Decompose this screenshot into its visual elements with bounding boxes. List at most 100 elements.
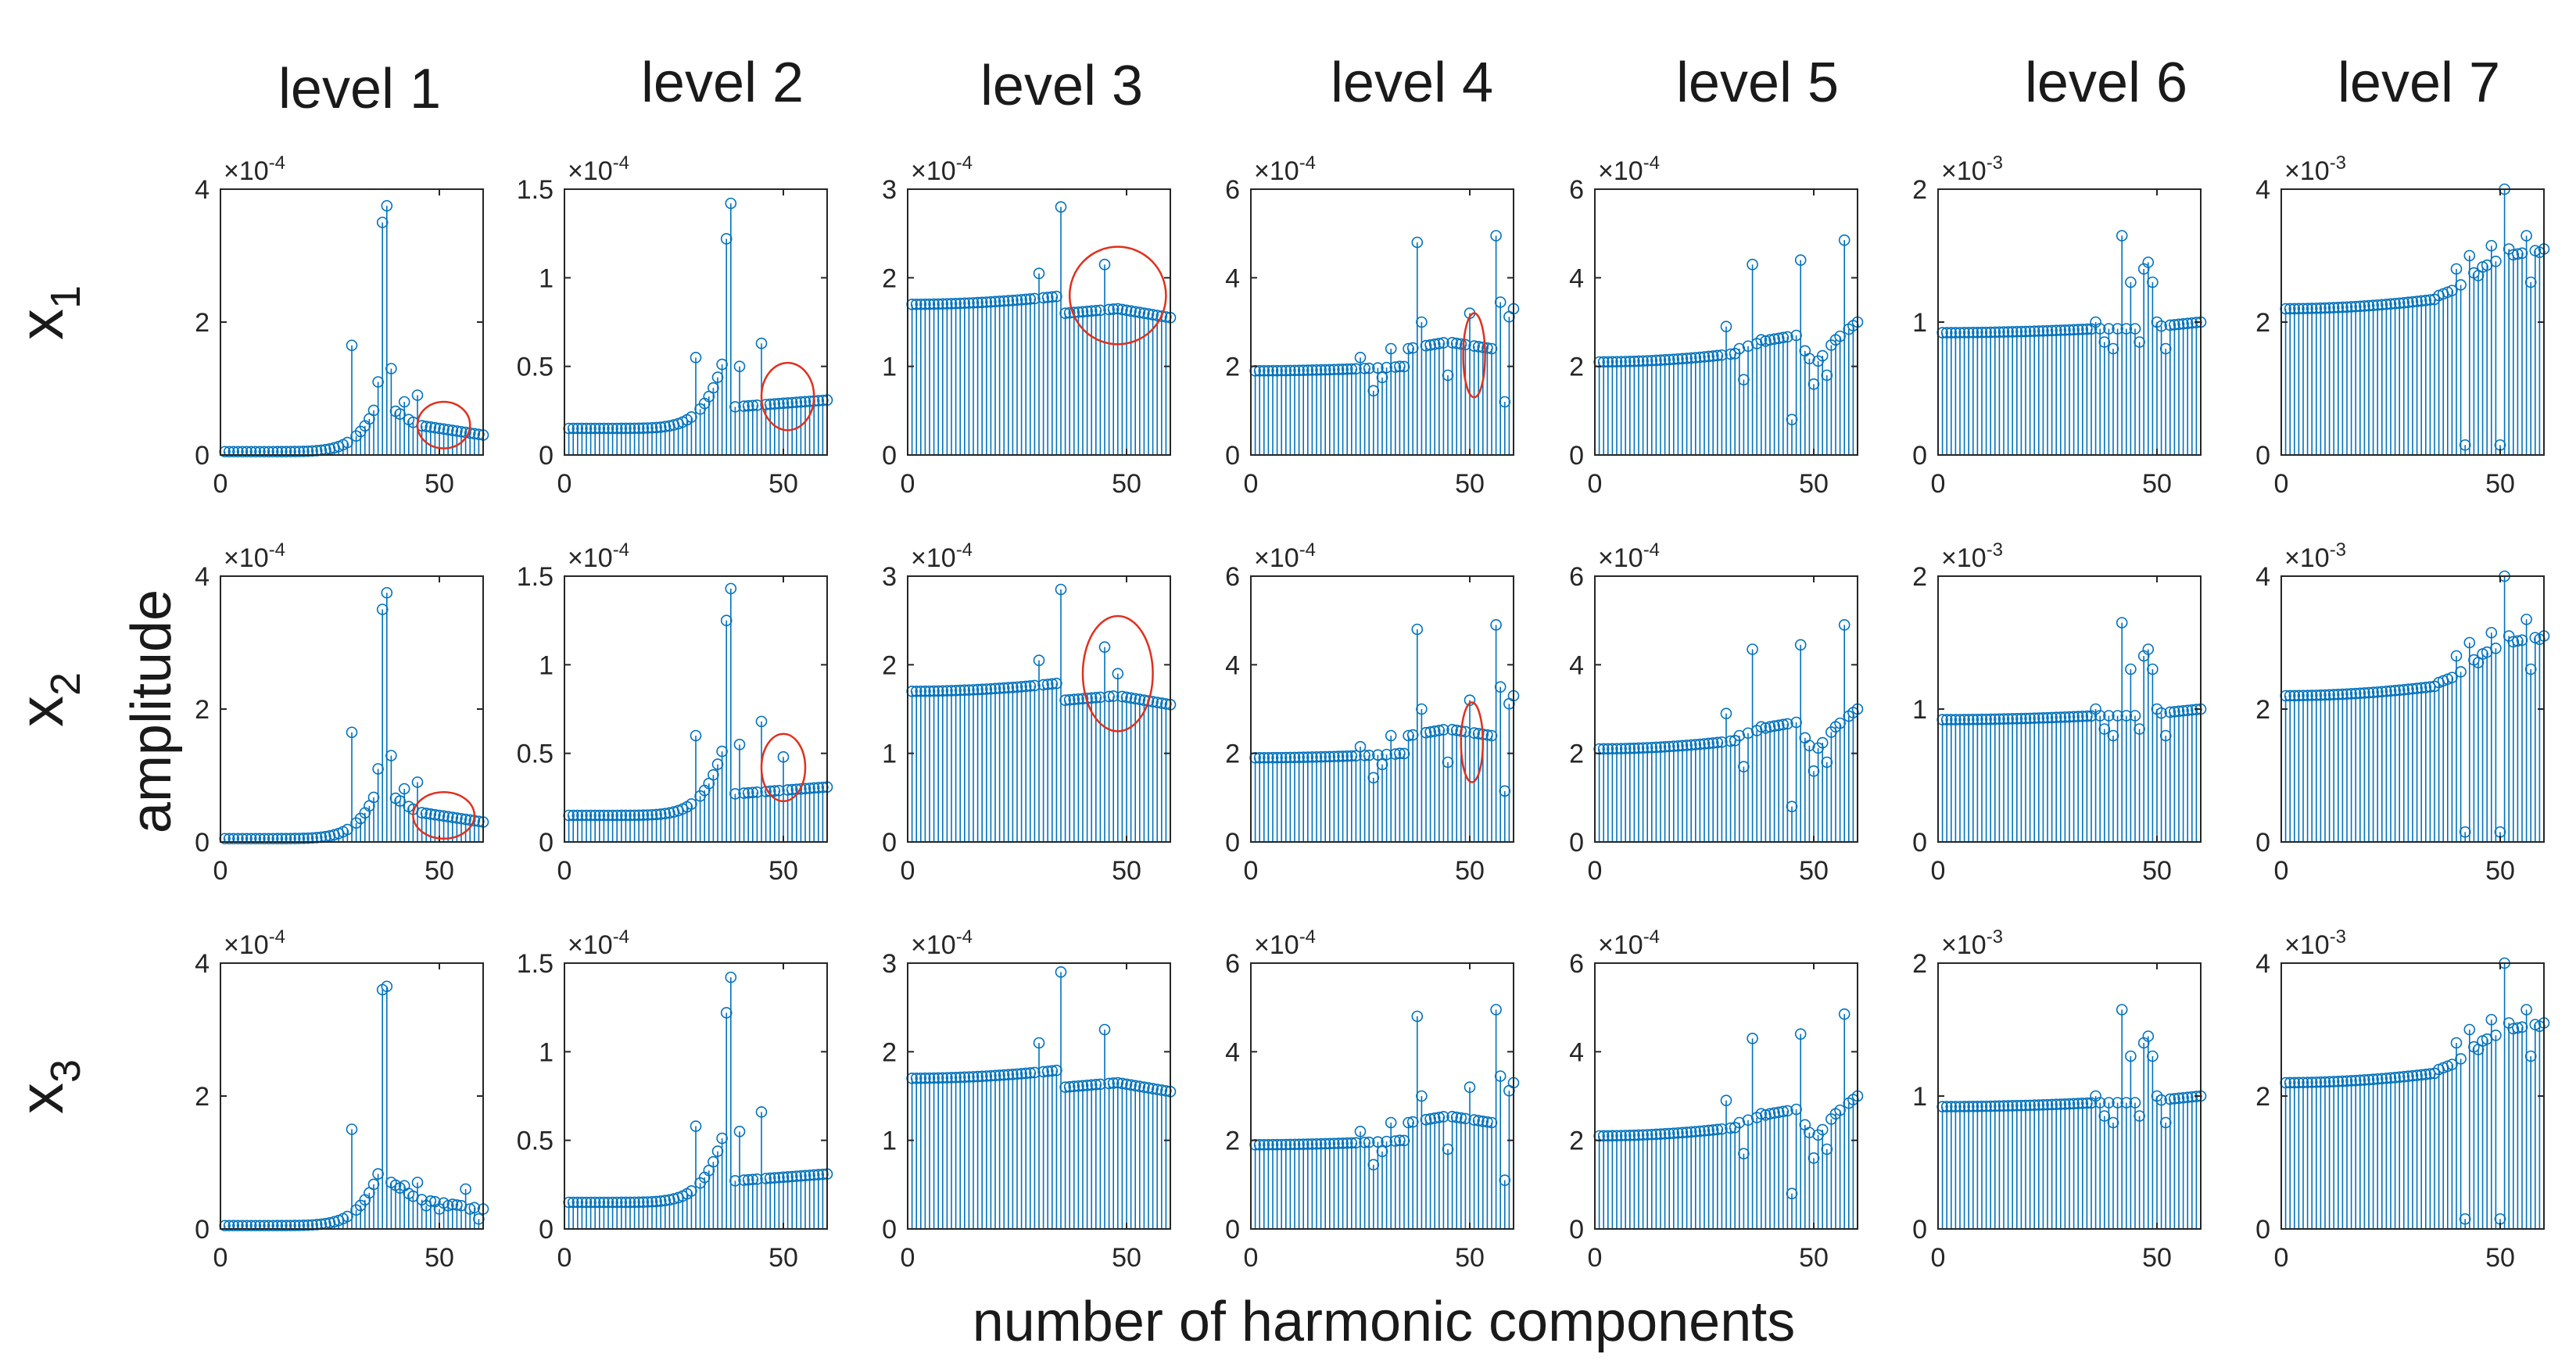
stem-marker: [1716, 349, 1728, 361]
stem-marker: [2015, 1099, 2027, 1112]
stem-marker: [285, 833, 296, 844]
stem-marker: [381, 199, 393, 212]
stems: [1598, 625, 1858, 842]
stem-marker: [2159, 1116, 2172, 1129]
stem-marker: [2520, 230, 2532, 242]
stem-marker: [2068, 1098, 2080, 1110]
stem-marker: [2337, 1075, 2348, 1087]
stem-marker: [1760, 335, 1772, 347]
stem-marker: [607, 809, 618, 822]
stem-marker: [2028, 712, 2040, 724]
stem-marker: [1046, 1065, 1059, 1077]
stem-marker: [2354, 1074, 2366, 1087]
stem-marker: [928, 298, 940, 310]
stem-marker: [2424, 681, 2436, 693]
stem-marker: [1668, 1127, 1680, 1139]
stem-marker: [711, 1145, 724, 1157]
stem-marker: [1063, 1080, 1076, 1093]
stem-marker: [611, 1196, 623, 1209]
stem-marker: [646, 1195, 658, 1208]
stem-marker: [464, 1203, 476, 1215]
stem-marker: [1253, 1139, 1266, 1151]
stem-marker: [1472, 1115, 1485, 1127]
stem-marker: [910, 1072, 923, 1084]
stem-marker: [1967, 327, 1979, 339]
stem-marker: [985, 296, 997, 308]
stem-marker: [446, 1198, 459, 1210]
stem-marker: [1707, 1124, 1719, 1136]
stem-marker: [228, 833, 240, 845]
stem-marker: [967, 297, 980, 309]
stem-marker: [1782, 1105, 1793, 1117]
stem-marker: [1420, 339, 1432, 352]
stems: [224, 986, 484, 1229]
stem-marker: [2524, 663, 2537, 675]
stem-marker: [733, 1126, 746, 1137]
stem-marker: [716, 1132, 728, 1145]
stem-marker: [249, 446, 262, 458]
stem-marker: [2327, 689, 2340, 700]
stem-marker: [2389, 298, 2401, 310]
stem-marker: [1472, 341, 1485, 353]
stem-marker: [223, 1220, 235, 1232]
stem-marker: [1046, 291, 1059, 303]
stem-marker: [654, 421, 667, 433]
stem-marker: [2125, 276, 2137, 288]
exponent-label: ×10-4: [224, 926, 285, 960]
stem-marker: [2116, 230, 2128, 242]
stem-marker: [1641, 355, 1653, 367]
stem-marker: [1624, 743, 1636, 754]
stem-marker: [1676, 1127, 1689, 1139]
stem-marker: [2094, 1097, 2106, 1109]
stem-marker: [1650, 1128, 1662, 1141]
stem-marker: [420, 808, 432, 819]
stem-markers: [1593, 619, 1864, 812]
stem-marker: [1786, 1188, 1798, 1199]
stem-marker: [1672, 353, 1684, 365]
exponent-label: ×10-4: [568, 539, 629, 573]
y-tick-label: 1.5: [517, 562, 554, 592]
y-tick-label: 6: [1225, 175, 1240, 205]
stem-markers: [563, 197, 833, 435]
stem-marker: [2384, 1072, 2397, 1084]
stem-marker: [1411, 623, 1424, 636]
stem-marker: [2516, 634, 2528, 647]
stem-marker: [1428, 725, 1441, 737]
stem-marker: [919, 685, 931, 697]
stem-marker: [1624, 1130, 1636, 1141]
stem-marker: [593, 809, 606, 822]
stem-marker: [276, 1220, 288, 1232]
stem-marker: [1668, 353, 1680, 365]
stem-marker: [2485, 1013, 2498, 1026]
stem-marker: [346, 1123, 358, 1135]
stem-marker: [795, 396, 807, 408]
exponent-label: ×10-4: [911, 152, 973, 186]
stem-marker: [963, 684, 975, 696]
y-tick-label: 0: [195, 1215, 210, 1245]
stem-marker: [2186, 317, 2198, 329]
stem-marker: [1059, 1081, 1071, 1093]
stem-marker: [1306, 364, 1318, 376]
stem-marker: [1363, 749, 1375, 761]
x-tick-label: 0: [1588, 856, 1603, 886]
stem-marker: [954, 297, 966, 310]
stem-marker: [1816, 349, 1829, 362]
stem-marker: [2393, 684, 2406, 697]
stem-marker: [1341, 363, 1353, 375]
stem-marker: [1777, 1105, 1790, 1118]
subplot-r3c7: 0 2 4 0 50 ×10-3: [2255, 926, 2550, 1273]
stem-marker: [1816, 736, 1829, 749]
stem-marker: [1253, 365, 1266, 377]
stem-marker: [985, 1069, 997, 1082]
stem-marker: [1033, 654, 1045, 666]
stem-marker: [989, 682, 1001, 695]
stem-marker: [1499, 396, 1511, 408]
stem-marker: [580, 1196, 593, 1209]
stem-marker: [1790, 329, 1802, 342]
stem-marker: [1468, 1114, 1480, 1126]
stem-marker: [760, 399, 772, 410]
stem-marker: [620, 809, 632, 822]
y-tick-label: 6: [1225, 562, 1240, 592]
stem-marker: [2129, 323, 2141, 335]
stem-marker: [288, 446, 301, 457]
